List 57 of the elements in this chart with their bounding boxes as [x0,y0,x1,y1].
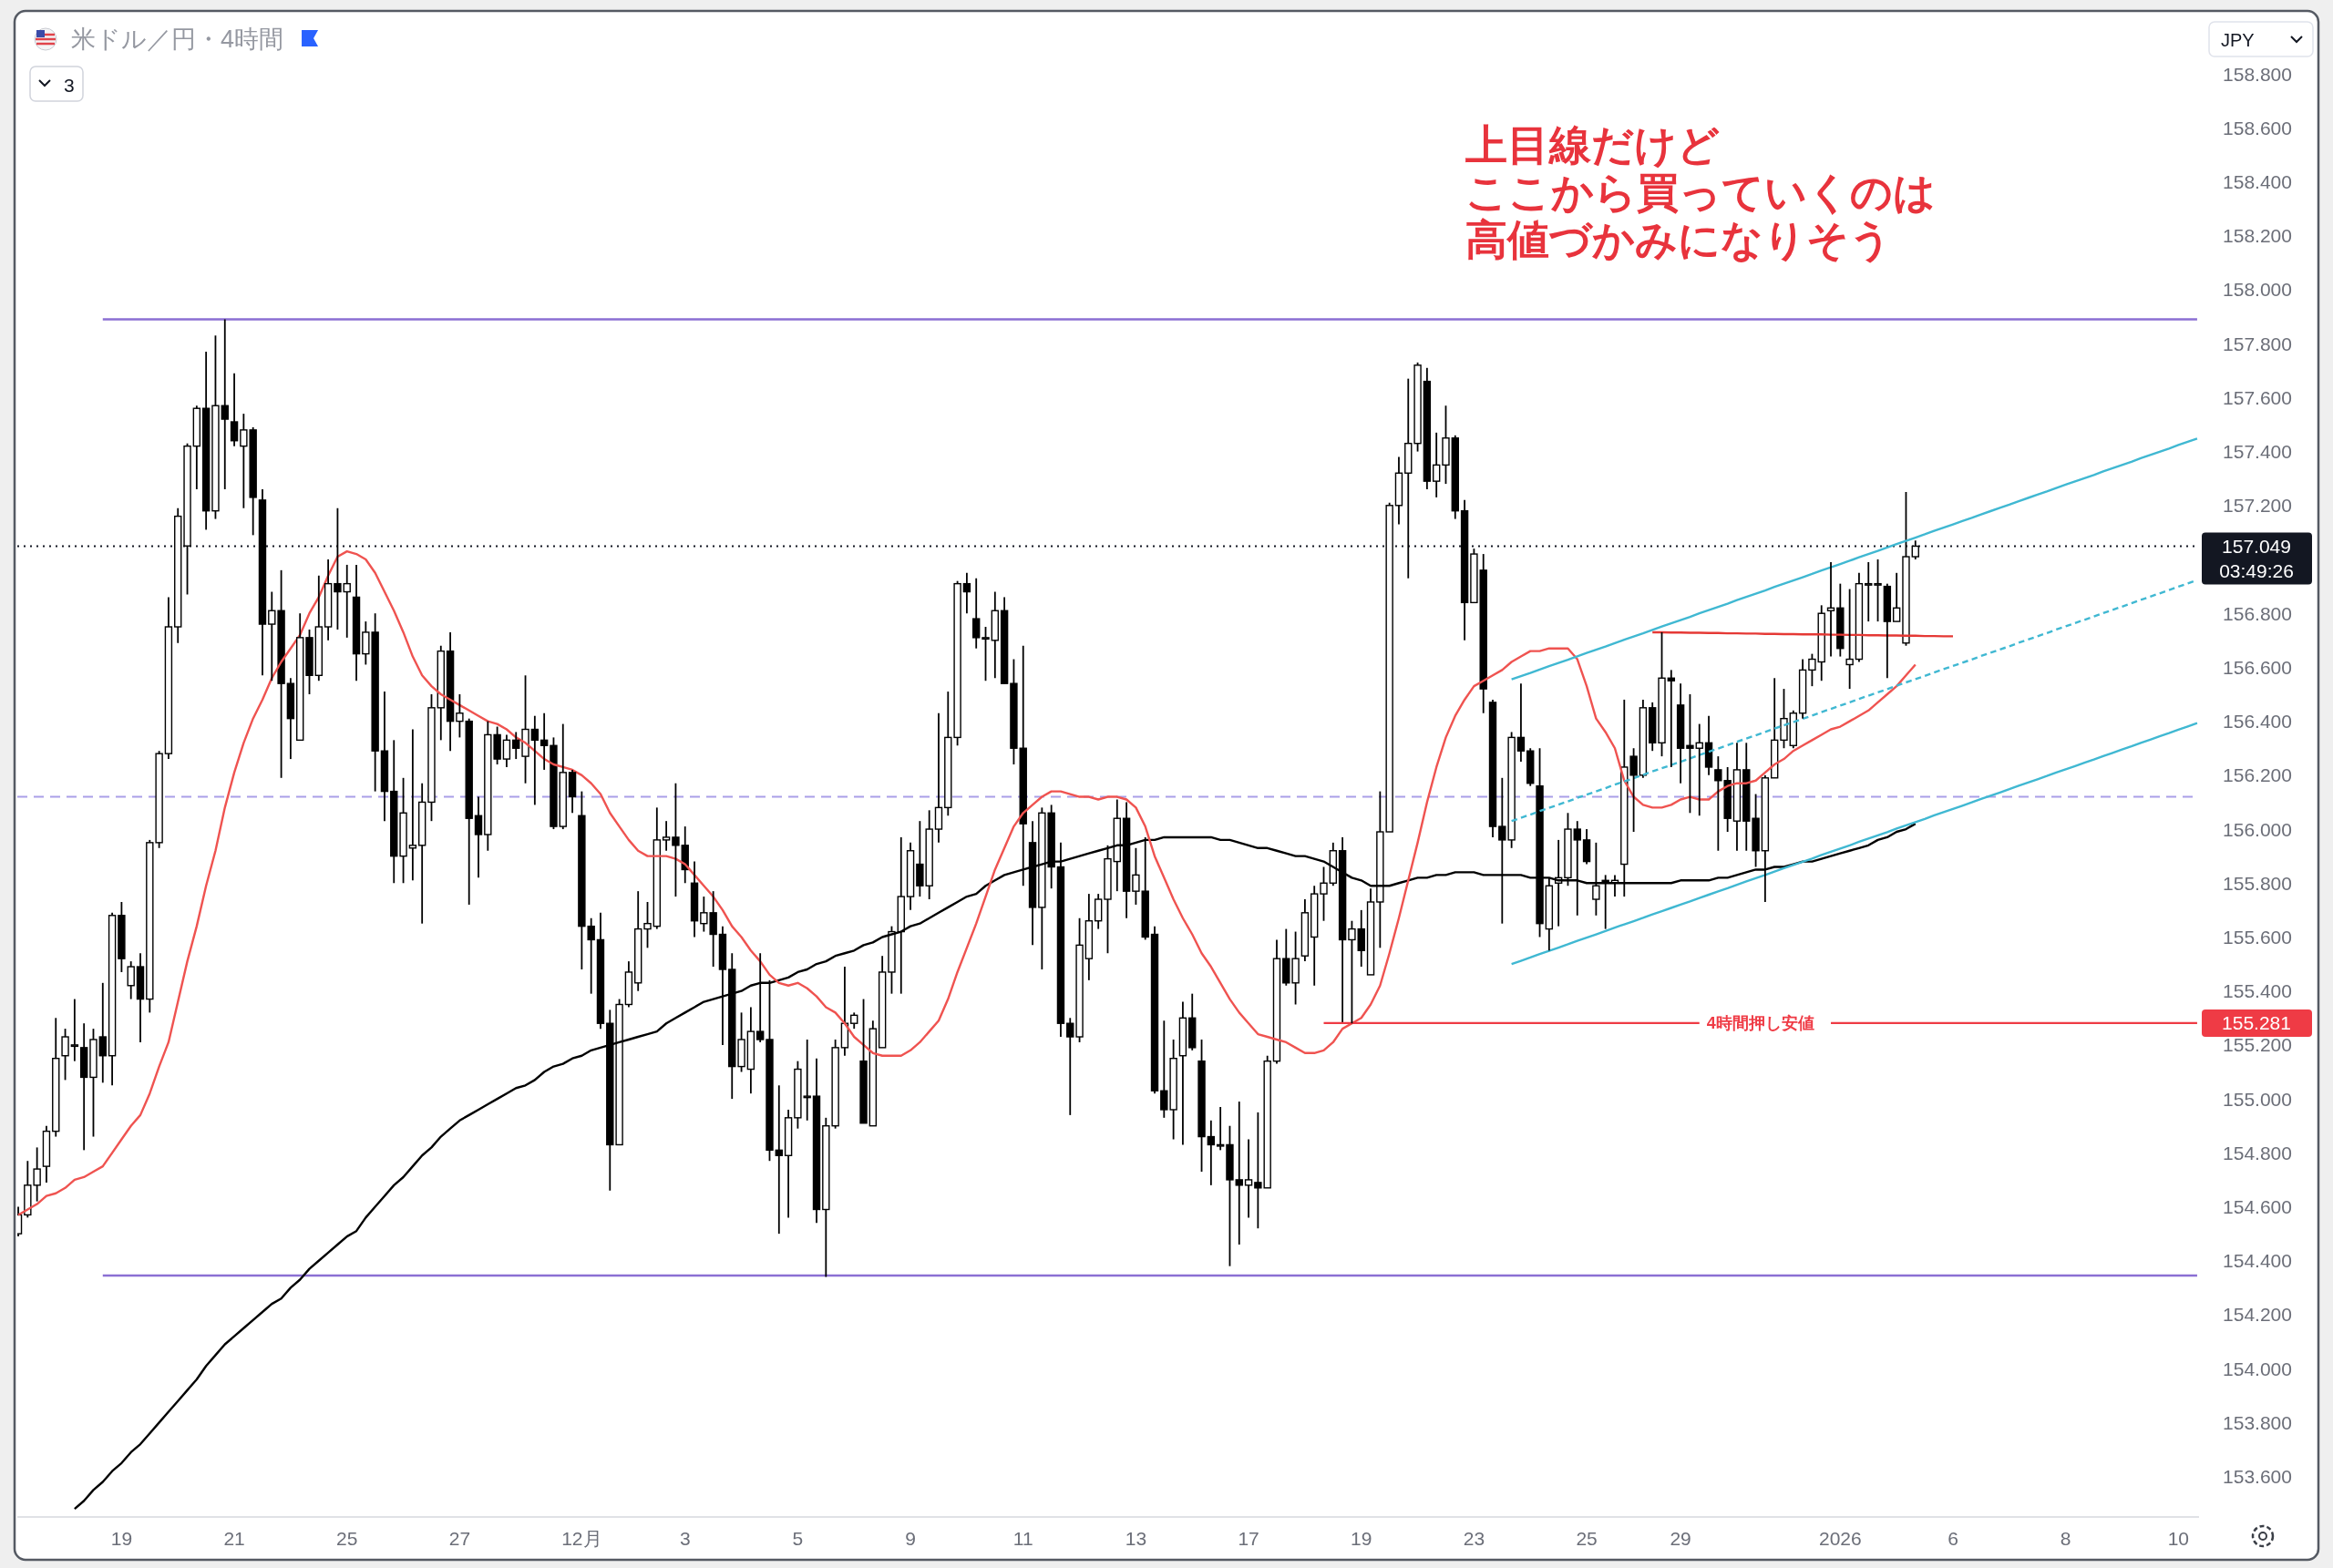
y-tick-label: 153.800 [2223,1411,2292,1433]
annotation: 高値づかみになりそう [1465,216,1892,263]
x-tick-label: 8 [2060,1527,2071,1549]
y-tick-label: 156.000 [2223,818,2292,840]
x-tick-label: 19 [1351,1527,1372,1549]
y-tick-label: 158.600 [2223,117,2292,138]
annotation: 3 [64,74,75,96]
x-tick-label: 29 [1670,1527,1691,1549]
annotation: 上目線だけど [1465,121,1720,169]
series-label: 4時間押し安値 [1706,1013,1814,1032]
x-tick-label: 23 [1463,1527,1485,1549]
x-tick-label: 13 [1125,1527,1147,1549]
y-tick-label: 154.800 [2223,1142,2292,1163]
y-tick-label: 157.800 [2223,333,2292,354]
y-tick-label: 156.200 [2223,764,2292,786]
y-tick-label: 154.200 [2223,1304,2292,1326]
y-tick-label: 158.000 [2223,279,2292,301]
x-tick-label: 21 [223,1527,245,1549]
ref-line-label: 157.049 03:49:26 [2219,535,2294,581]
y-tick-label: 155.600 [2223,926,2292,948]
y-tick-label: 157.200 [2223,495,2292,517]
x-tick-label: 19 [110,1527,133,1549]
y-tick-label: 158.200 [2223,225,2292,247]
x-tick-label: 5 [792,1527,804,1549]
x-tick-label: 9 [905,1527,916,1549]
y-tick-label: 155.200 [2223,1034,2292,1056]
line-series [1510,722,2199,966]
x-tick-label: 11 [1012,1527,1033,1549]
x-tick-label: 12月 [561,1527,602,1549]
y-tick-label: 158.400 [2223,171,2292,193]
y-tick-label: 155.400 [2223,980,2292,1002]
x-tick-label: 17 [1238,1527,1259,1549]
y-tick-label: 153.600 [2223,1466,2292,1488]
y-tick-label: 156.400 [2223,711,2292,733]
y-tick-label: 155.800 [2223,872,2292,894]
y-tick-label: 157.400 [2223,441,2292,463]
x-tick-label: 3 [679,1527,691,1549]
x-tick-label: 25 [336,1527,358,1549]
x-tick-label: 2026 [1818,1527,1862,1549]
y-tick-label: 154.600 [2223,1196,2292,1218]
x-tick-label: 10 [2167,1527,2190,1549]
x-tick-label: 27 [448,1527,471,1549]
text: 米ドル／円・4時間 [71,26,284,53]
annotation: ここから買っていくのは [1465,169,1936,216]
y-tick-label: 154.000 [2223,1358,2292,1379]
y-tick-label: 157.600 [2223,386,2292,408]
y-tick-label: 155.000 [2223,1088,2292,1110]
line-series [1510,437,2199,681]
y-tick-label: 158.800 [2223,63,2292,85]
x-tick-label: 25 [1576,1527,1598,1549]
x-tick-label: 6 [1948,1527,1958,1549]
y-tick-label: 156.800 [2223,602,2292,624]
line-series [73,822,1917,1511]
y-tick-label: 156.600 [2223,656,2292,678]
data-label: 155.281 [2222,1012,2291,1034]
y-axis-title: JPY [2221,30,2255,50]
y-tick-label: 154.400 [2223,1250,2292,1272]
